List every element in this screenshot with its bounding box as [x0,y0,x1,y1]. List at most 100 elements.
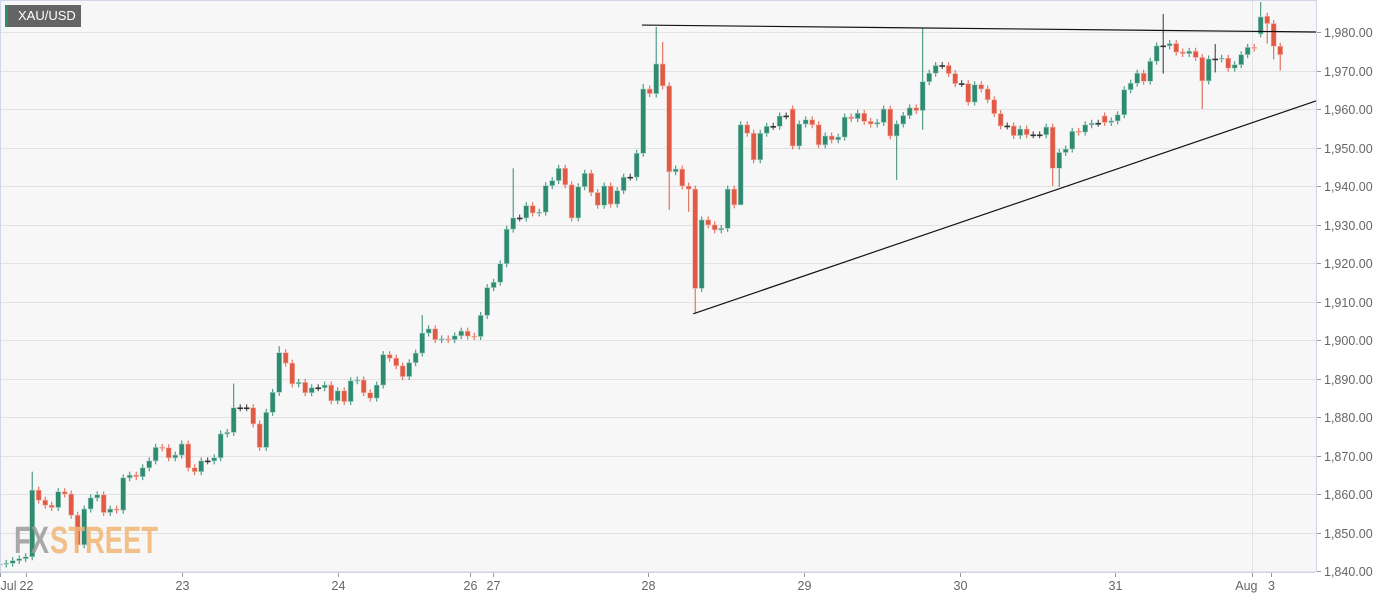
x-tick-label: 22 [20,579,34,593]
candle [1244,43,1251,59]
candle-body [1192,50,1199,58]
candle-body [48,504,55,508]
candle-body [1199,57,1205,82]
candle-body [477,315,484,337]
candle [464,327,471,340]
candle-body [705,219,712,226]
candle [1023,125,1030,139]
candle-body [1277,45,1283,56]
candle-body [1179,51,1186,54]
candle [3,559,10,568]
y-tick-label: 1,920.00 [1324,257,1373,271]
x-tick-label: 29 [798,579,812,593]
candle-body [861,112,868,122]
candle-body [679,168,686,187]
candle [659,42,666,90]
candle [841,113,848,141]
candle-body [1004,125,1011,128]
candle [1160,13,1166,74]
candle-body [1153,45,1160,62]
candle-body [1264,15,1270,24]
candle-body [341,390,348,402]
candle [1056,149,1062,187]
y-tick-label: 1,880.00 [1324,411,1373,425]
candle [367,389,374,402]
candle [204,457,211,465]
candle-body [243,407,250,410]
candle-body [978,84,985,90]
candle [0,560,3,569]
candle-body [809,119,816,126]
candle [1212,43,1218,73]
candle [913,104,920,115]
candle [191,464,198,476]
candle [861,109,868,125]
candle [289,359,296,388]
candle-body [776,115,783,127]
candle-body [146,460,152,469]
candle-body [1251,47,1257,49]
candle [237,404,243,412]
x-tick-label: 28 [642,579,656,593]
candle-body [386,354,393,359]
candle-body [1205,58,1212,82]
x-tick-label: 26 [464,579,478,593]
candle [1179,48,1186,58]
fxstreet-watermark: FX STREET [14,520,158,562]
candle [1134,69,1140,87]
candle [854,109,861,123]
candle [224,428,230,438]
candle-body [718,228,725,231]
candle-body [1095,122,1101,125]
candle [61,488,68,498]
candle-body [224,432,230,435]
candle [685,182,692,212]
candle-body [523,205,530,219]
candle [958,80,965,88]
y-tick-label: 1,950.00 [1324,142,1373,156]
candle [731,185,738,209]
candle [562,164,569,189]
candle-body [1101,115,1108,123]
candle [42,496,49,509]
candle [1192,47,1199,61]
candle-body [737,124,744,206]
candle [627,173,634,181]
candle-body [932,65,939,74]
candle-body [926,72,933,82]
y-tick-label: 1,980.00 [1324,26,1373,40]
candle-body [35,489,42,501]
candle [789,105,796,150]
candle-body [139,467,146,477]
candle-body [698,219,705,289]
candle-body [965,83,972,103]
candle-body [94,494,100,499]
candle [698,216,705,292]
candle-body [633,152,640,178]
candle [159,443,165,452]
candle [828,132,835,144]
candle-body [887,108,894,137]
candle-body [516,217,523,220]
candle-body [789,108,796,147]
candle-body [867,121,874,125]
x-tick-label: 24 [332,579,346,593]
candle [718,224,725,234]
candle-body [510,217,517,230]
candle-body [997,113,1004,127]
candle [354,376,361,385]
candle [1075,127,1082,136]
candle [1147,57,1153,85]
candle [763,122,770,137]
candle [1043,123,1049,139]
candle [139,464,146,481]
candle-body [445,338,452,341]
candle-body [185,443,191,469]
candle-body [1257,16,1264,35]
y-tick-label: 1,930.00 [1324,219,1373,233]
candle [1101,112,1108,126]
candle [750,129,757,164]
candle [1277,42,1283,71]
trendline-support [693,100,1317,315]
